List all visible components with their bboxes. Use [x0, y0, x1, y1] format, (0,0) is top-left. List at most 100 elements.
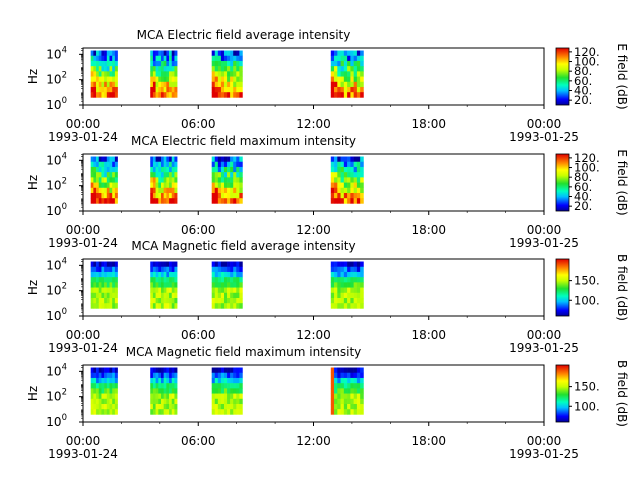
spectrogram-cell [104, 377, 108, 384]
spectrogram-cell [360, 66, 364, 72]
spectrogram-cell [236, 383, 240, 389]
spectrogram-cell [166, 383, 170, 389]
colorbar-tick-label: 150. [574, 274, 600, 288]
spectrogram-cell [166, 287, 170, 294]
spectrogram-cell [347, 287, 351, 294]
spectrogram-cell [347, 187, 351, 194]
spectrogram-cell [337, 261, 341, 268]
spectrogram-cell [171, 76, 175, 83]
spectrogram-cell [150, 388, 154, 394]
spectrogram-cell [109, 303, 113, 309]
spectrogram-cell [227, 55, 231, 62]
spectrogram-cell [169, 377, 173, 384]
spectrogram-cell [96, 271, 100, 278]
spectrogram-cell [230, 177, 234, 183]
spectrogram-cell [174, 182, 178, 189]
spectrogram-cell [163, 393, 167, 400]
spectrogram-cell [343, 266, 348, 273]
spectrogram-cell [347, 377, 351, 384]
spectrogram-cell [160, 297, 164, 304]
spectrogram-block [150, 156, 178, 204]
spectrogram-cell [230, 297, 234, 304]
spectrogram-cell [353, 71, 358, 77]
spectrogram-cell [171, 198, 175, 204]
spectrogram-cell [96, 172, 100, 178]
spectrogram-cell [211, 177, 216, 183]
spectrogram-cell [211, 282, 216, 288]
spectrogram-cell [112, 287, 116, 294]
spectrogram-cell [239, 71, 243, 77]
spectrogram-cell [98, 388, 102, 394]
spectrogram-cell [334, 66, 338, 72]
spectrogram-cell [330, 297, 335, 304]
spectrogram-cell [360, 198, 364, 204]
spectrogram-cell [93, 377, 97, 384]
spectrogram-cell [223, 367, 228, 374]
spectrogram-cell [96, 177, 100, 183]
spectrogram-cell [114, 261, 118, 268]
spectrogram-cell [356, 292, 361, 299]
spectrogram-cell [106, 187, 110, 194]
spectrogram-cell [112, 282, 116, 288]
spectrogram-cell [158, 161, 162, 168]
spectrogram-cell [158, 403, 162, 410]
spectrogram-cell [171, 277, 175, 283]
spectrogram-cell [93, 177, 97, 183]
spectrogram-cell [220, 50, 225, 57]
spectrogram-cell [233, 297, 237, 304]
spectrogram-cell [360, 282, 364, 288]
spectrogram-cell [109, 166, 113, 173]
spectrogram-cell [217, 398, 222, 405]
spectrogram-cell [353, 403, 358, 410]
spectrogram-cell [337, 282, 341, 288]
spectrogram-cell [360, 377, 364, 384]
spectrogram-cell [166, 303, 170, 309]
spectrogram-cell [360, 81, 364, 88]
spectrogram-cell [360, 398, 364, 405]
spectrogram-cell [104, 292, 108, 299]
spectrogram-cell [217, 198, 222, 204]
spectrogram-cell [239, 177, 243, 183]
spectrogram-cell [160, 187, 164, 194]
spectrogram-cell [174, 50, 178, 57]
spectrogram-cell [214, 398, 219, 405]
y-tick-label: 100 [46, 96, 67, 112]
spectrogram-cell [96, 377, 100, 384]
spectrogram-cell [340, 372, 345, 379]
colorbar-tick-label: 100. [574, 293, 600, 307]
spectrogram-cell [101, 76, 105, 83]
spectrogram-cell [334, 266, 338, 273]
spectrogram-cell [104, 161, 108, 168]
spectrogram-cell [166, 367, 170, 374]
spectrogram-cell [223, 192, 228, 199]
spectrogram-cell [150, 161, 154, 168]
spectrogram-cell [160, 76, 164, 83]
x-tick-label: 00:00 [527, 117, 562, 131]
spectrogram-cell [350, 161, 354, 168]
spectrogram-cell [347, 271, 351, 278]
spectrogram-cell [330, 261, 335, 268]
spectrogram-cell [214, 367, 219, 374]
spectrogram-cell [360, 166, 364, 173]
spectrogram-cell [340, 166, 345, 173]
spectrogram-cell [337, 86, 341, 93]
spectrogram-cell [360, 367, 364, 374]
spectrogram-cell [211, 292, 216, 299]
spectrogram-cell [106, 292, 110, 299]
spectrogram-cell [96, 81, 100, 88]
spectrogram-cell [334, 287, 338, 294]
spectrogram-cell [158, 177, 162, 183]
spectrogram-cell [163, 287, 167, 294]
spectrogram-cell [160, 55, 164, 62]
spectrogram-cell [230, 287, 234, 294]
spectrogram-cell [230, 86, 234, 93]
spectrogram-cell [227, 161, 231, 168]
spectrogram-cell [166, 398, 170, 405]
spectrogram-block [330, 50, 364, 98]
spectrogram-cell [155, 92, 159, 98]
spectrogram-cell [356, 156, 361, 163]
spectrogram-cell [223, 166, 228, 173]
spectrogram-cell [166, 282, 170, 288]
x-tick-label: 00:00 [66, 117, 101, 131]
spectrogram-cell [220, 161, 225, 168]
